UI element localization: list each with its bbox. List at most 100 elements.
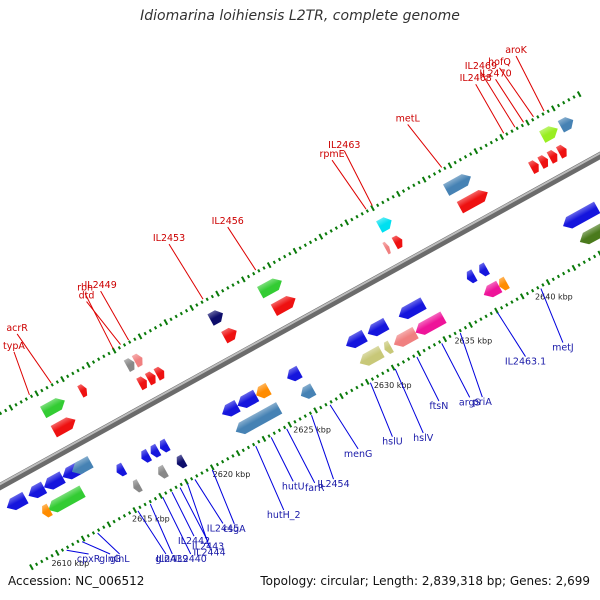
ruler-tick <box>339 393 344 400</box>
gene-label[interactable]: menG <box>344 449 372 460</box>
gene-label[interactable]: hslU <box>382 437 403 448</box>
gene-feature[interactable] <box>219 400 241 420</box>
gene-feature[interactable] <box>464 269 478 284</box>
gene-feature[interactable] <box>391 234 406 250</box>
gene-feature[interactable] <box>174 454 188 469</box>
gene-label[interactable]: IL2449 <box>84 280 116 291</box>
gene-label[interactable]: metJ <box>552 343 574 354</box>
ruler-tick <box>412 354 416 359</box>
label-leader <box>329 404 359 450</box>
gene-label[interactable]: metL <box>396 113 421 124</box>
gene-label[interactable]: hslV <box>413 433 434 444</box>
gene-feature[interactable] <box>45 485 86 516</box>
gene-feature[interactable] <box>130 479 143 494</box>
gene-feature[interactable] <box>396 297 427 322</box>
gene-feature[interactable] <box>131 352 146 368</box>
gene-feature[interactable] <box>577 219 600 247</box>
gene-label[interactable]: hofQ <box>488 57 511 68</box>
gene-feature[interactable] <box>481 280 503 301</box>
gene-feature[interactable] <box>376 215 395 233</box>
gene-label[interactable]: glnA <box>155 554 177 565</box>
gene-feature[interactable] <box>138 448 153 464</box>
gene-feature[interactable] <box>157 438 171 454</box>
gene-feature[interactable] <box>207 308 226 326</box>
gene-feature[interactable] <box>41 471 66 493</box>
gene-feature[interactable] <box>144 370 159 386</box>
gene-label[interactable]: glnL <box>110 554 131 565</box>
gene-label[interactable]: ftsN <box>429 401 448 412</box>
gene-feature[interactable] <box>284 365 303 384</box>
gene-feature[interactable] <box>343 329 368 352</box>
gene-feature[interactable] <box>298 383 317 401</box>
gene-feature[interactable] <box>357 345 385 369</box>
ruler-tick <box>386 368 390 373</box>
ruler-tick <box>76 368 80 373</box>
gene-label[interactable]: cpxR <box>77 554 101 565</box>
gene-label[interactable]: IL2454 <box>317 479 349 490</box>
gene-feature[interactable] <box>4 491 29 514</box>
gene-feature[interactable] <box>528 159 542 175</box>
gene-feature[interactable] <box>25 481 48 502</box>
gene-label[interactable]: IL2463.1 <box>505 357 546 368</box>
gene-feature[interactable] <box>69 455 94 478</box>
gene-feature[interactable] <box>50 414 79 438</box>
gene-label[interactable]: IL2445 <box>207 523 239 534</box>
gene-label[interactable]: IL2453 <box>153 233 185 244</box>
gene-feature[interactable] <box>391 326 419 350</box>
gene-feature[interactable] <box>443 171 474 196</box>
gene-label[interactable]: rbn <box>77 283 93 294</box>
gene-label[interactable]: IL2442 <box>178 536 210 547</box>
gene-feature[interactable] <box>221 325 240 344</box>
gene-feature[interactable] <box>39 503 53 519</box>
gene-feature[interactable] <box>253 382 272 401</box>
gene-label[interactable]: IL2440 <box>175 554 207 565</box>
gene-feature[interactable] <box>539 123 561 143</box>
gene-feature[interactable] <box>555 143 570 159</box>
gene-feature[interactable] <box>456 187 491 214</box>
gene-label[interactable]: hutU <box>282 481 305 492</box>
gene-feature[interactable] <box>270 293 299 316</box>
gene-feature[interactable] <box>546 148 561 164</box>
gene-label[interactable]: IL2443 <box>192 542 224 553</box>
gene-label[interactable]: IL2463 <box>328 140 360 151</box>
gene-feature[interactable] <box>77 383 89 398</box>
gene-label[interactable]: IL2444 <box>193 548 225 559</box>
gene-label[interactable]: typA <box>3 341 25 352</box>
gene-feature[interactable] <box>412 311 447 339</box>
gene-feature[interactable] <box>114 462 128 478</box>
gene-label[interactable]: aroK <box>505 45 527 56</box>
gene-feature[interactable] <box>560 201 600 232</box>
gene-label[interactable]: IL2439 <box>156 554 188 565</box>
gene-label[interactable]: acrR <box>6 323 28 334</box>
gene-label[interactable]: priA <box>473 397 493 408</box>
gene-feature[interactable] <box>148 443 162 459</box>
gene-feature[interactable] <box>40 395 68 419</box>
gene-label[interactable]: dtd <box>79 291 95 302</box>
gene-label[interactable]: hutH_2 <box>267 510 301 521</box>
gene-feature[interactable] <box>365 317 390 340</box>
gene-label[interactable]: farR <box>305 483 325 494</box>
gene-label[interactable]: IL2470 <box>479 68 511 79</box>
label-leader <box>66 549 89 555</box>
gene-feature[interactable] <box>537 153 551 169</box>
gene-feature[interactable] <box>136 375 150 391</box>
gene-feature[interactable] <box>123 356 138 372</box>
gene-feature[interactable] <box>557 114 577 133</box>
gene-feature[interactable] <box>155 464 169 480</box>
ruler-tick <box>112 519 116 524</box>
gene-label[interactable]: IL2468 <box>460 73 492 84</box>
gene-label[interactable]: rpmE <box>319 149 344 160</box>
gene-label[interactable]: csgA <box>223 524 246 535</box>
gene-label[interactable]: IL2456 <box>212 216 244 227</box>
gene-feature[interactable] <box>382 241 392 255</box>
gene-feature[interactable] <box>476 262 490 278</box>
gene-label[interactable]: argS <box>459 397 481 408</box>
gene-feature[interactable] <box>496 276 510 292</box>
gene-feature[interactable] <box>381 340 394 356</box>
gene-feature[interactable] <box>233 402 283 437</box>
gene-feature[interactable] <box>244 389 260 407</box>
gene-label[interactable]: glnG <box>99 554 121 565</box>
gene-label[interactable]: IL2469 <box>465 61 497 72</box>
gene-feature[interactable] <box>257 275 285 299</box>
gene-feature[interactable] <box>153 365 168 381</box>
